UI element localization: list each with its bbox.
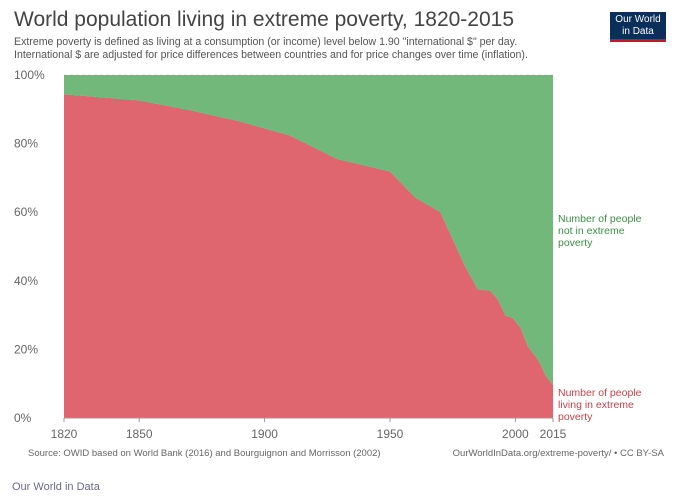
- series-label-line: living in extreme: [558, 399, 634, 411]
- chart-title: World population living in extreme pover…: [14, 8, 515, 31]
- series-label-line: Number of people: [558, 213, 642, 225]
- x-tick-label: 1820: [51, 427, 78, 441]
- x-tick-label: 1950: [377, 427, 404, 441]
- logo-line: in Data: [622, 25, 654, 37]
- series-label-line: poverty: [558, 237, 593, 249]
- series-label-not-in-poverty: Number of people not in extreme poverty: [558, 213, 642, 249]
- y-tick-label: 0%: [14, 411, 32, 425]
- source-note: Source: OWID based on World Bank (2016) …: [28, 448, 381, 459]
- series-label-line: poverty: [558, 411, 593, 423]
- area-in-poverty: [64, 94, 553, 418]
- y-tick-label: 80%: [14, 137, 38, 151]
- subtitle-line: International $ are adjusted for price d…: [14, 49, 528, 61]
- y-tick-label: 60%: [14, 205, 38, 219]
- x-tick-label: 2015: [540, 427, 567, 441]
- series-label-line: Number of people: [558, 387, 642, 399]
- series-label-line: not in extreme: [558, 225, 625, 237]
- x-tick-label: 2000: [502, 427, 529, 441]
- y-tick-label: 40%: [14, 274, 38, 288]
- license-link[interactable]: OurWorldInData.org/extreme-poverty/ • CC…: [452, 448, 664, 459]
- y-tick-label: 100%: [14, 68, 45, 82]
- subtitle-line: Extreme poverty is defined as living at …: [14, 36, 518, 48]
- chart-subtitle: Extreme poverty is defined as living at …: [14, 36, 604, 62]
- series-label-in-poverty: Number of people living in extreme poverty: [558, 387, 642, 423]
- area-not-in-poverty: [64, 75, 553, 386]
- x-tick-label: 1900: [251, 427, 278, 441]
- x-tick-label: 1850: [126, 427, 153, 441]
- logo-line: Our World: [615, 13, 661, 25]
- footer-brand: Our World in Data: [12, 481, 100, 493]
- y-tick-label: 20%: [14, 342, 38, 356]
- owid-logo[interactable]: Our World in Data: [610, 12, 666, 42]
